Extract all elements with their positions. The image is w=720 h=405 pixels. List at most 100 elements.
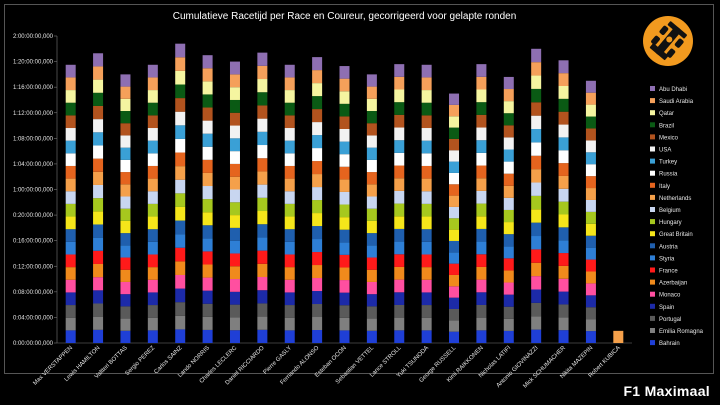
bar-segment bbox=[202, 316, 213, 330]
bar-segment bbox=[585, 319, 596, 332]
bar-segment bbox=[312, 57, 323, 71]
bar-segment bbox=[503, 161, 514, 174]
bar-segment bbox=[503, 125, 514, 138]
bar-segment bbox=[120, 159, 131, 173]
bar-segment bbox=[394, 266, 405, 280]
bar-segment bbox=[476, 279, 487, 293]
bar-segment bbox=[449, 138, 460, 151]
bar-segment bbox=[585, 164, 596, 177]
bar-segment bbox=[257, 224, 268, 238]
bar-segment bbox=[394, 140, 405, 153]
bar-segment bbox=[175, 152, 186, 167]
legend-label: Saudi Arabia bbox=[659, 99, 694, 105]
bar-segment bbox=[531, 262, 542, 277]
bar-segment bbox=[531, 155, 542, 170]
legend-label: Great Britain bbox=[659, 232, 693, 238]
bar-segment bbox=[65, 102, 76, 116]
bar-segment bbox=[120, 281, 131, 295]
bar-segment bbox=[531, 62, 542, 76]
x-tick-label: Pierre GASLY bbox=[263, 345, 294, 376]
bar-segment bbox=[339, 292, 350, 306]
bar-segment bbox=[202, 186, 213, 200]
legend-swatch bbox=[650, 110, 655, 116]
bar-segment bbox=[120, 233, 131, 246]
bar-segment bbox=[558, 201, 569, 215]
bar-segment bbox=[366, 86, 377, 99]
bar-segment bbox=[147, 165, 158, 179]
bar-segment bbox=[503, 234, 514, 247]
chart-title: Cumulatieve Racetijd per Race en Coureur… bbox=[173, 11, 517, 22]
bar-segment bbox=[93, 211, 104, 225]
bar-segment bbox=[147, 229, 158, 242]
bar-segment bbox=[366, 123, 377, 136]
bar-segment bbox=[476, 152, 487, 166]
bar-segment bbox=[421, 279, 432, 293]
bar-segment bbox=[65, 128, 76, 141]
bar-segment bbox=[366, 196, 377, 209]
bar-segment bbox=[284, 77, 295, 91]
bar-segment bbox=[476, 102, 487, 115]
bar-segment bbox=[585, 140, 596, 153]
bar-segment bbox=[120, 306, 131, 319]
bar-segment bbox=[503, 258, 514, 271]
bar-segment bbox=[175, 84, 186, 99]
bar-segment bbox=[65, 90, 76, 103]
legend-label: Belgium bbox=[659, 208, 681, 214]
y-tick-label: 1:00:00:00,000 bbox=[13, 188, 54, 194]
bar-segment bbox=[585, 80, 596, 93]
bar-segment bbox=[257, 277, 268, 291]
bar-segment bbox=[366, 233, 377, 246]
x-tick-label: Carlos SAINZ bbox=[153, 345, 183, 375]
bar-segment bbox=[229, 266, 240, 280]
bar-segment bbox=[312, 122, 323, 136]
bar-segment bbox=[449, 252, 460, 264]
bar-segment bbox=[65, 165, 76, 179]
bar-segment bbox=[558, 253, 569, 266]
bar-segment bbox=[503, 137, 514, 150]
bar-segment bbox=[257, 65, 268, 80]
bar-segment bbox=[257, 131, 268, 146]
bar-segment bbox=[585, 283, 596, 296]
bar-segment bbox=[202, 264, 213, 278]
bar-segment bbox=[147, 115, 158, 129]
bar-segment bbox=[421, 178, 432, 192]
bar-segment bbox=[503, 101, 514, 114]
bar-segment bbox=[229, 87, 240, 100]
bar-segment bbox=[558, 317, 569, 331]
bar-segment bbox=[120, 330, 131, 343]
bar-segment bbox=[421, 90, 432, 103]
bar-segment bbox=[394, 330, 405, 343]
bar-segment bbox=[284, 241, 295, 255]
bar-segment bbox=[503, 306, 514, 319]
bar-segment bbox=[449, 320, 460, 332]
bar-segment bbox=[558, 278, 569, 292]
bar-segment bbox=[339, 330, 350, 343]
bar-segment bbox=[421, 191, 432, 204]
bar-segment bbox=[394, 102, 405, 115]
bar-segment bbox=[503, 222, 514, 235]
bar-segment bbox=[229, 279, 240, 292]
bar-segment bbox=[394, 178, 405, 191]
bar-segment bbox=[449, 150, 460, 162]
bar-segment bbox=[312, 96, 323, 110]
bar-segment bbox=[229, 291, 240, 305]
legend-label: Turkey bbox=[659, 160, 677, 166]
bar-segment bbox=[339, 267, 350, 281]
bar-segment bbox=[476, 114, 487, 128]
legend-swatch bbox=[650, 243, 655, 249]
bar-segment bbox=[147, 77, 158, 91]
legend-label: Brazil bbox=[659, 123, 674, 129]
bar-segment bbox=[147, 279, 158, 293]
bar-segment bbox=[503, 173, 514, 186]
bar-segment bbox=[93, 171, 104, 185]
bar-segment bbox=[93, 119, 104, 133]
bar-segment bbox=[202, 55, 213, 69]
bar-segment bbox=[339, 242, 350, 255]
bar-segment bbox=[120, 86, 131, 99]
bar-segment bbox=[421, 267, 432, 280]
bar-segment bbox=[312, 304, 323, 318]
bar-segment bbox=[558, 304, 569, 318]
bar-segment bbox=[558, 188, 569, 202]
bar-segment bbox=[421, 153, 432, 166]
